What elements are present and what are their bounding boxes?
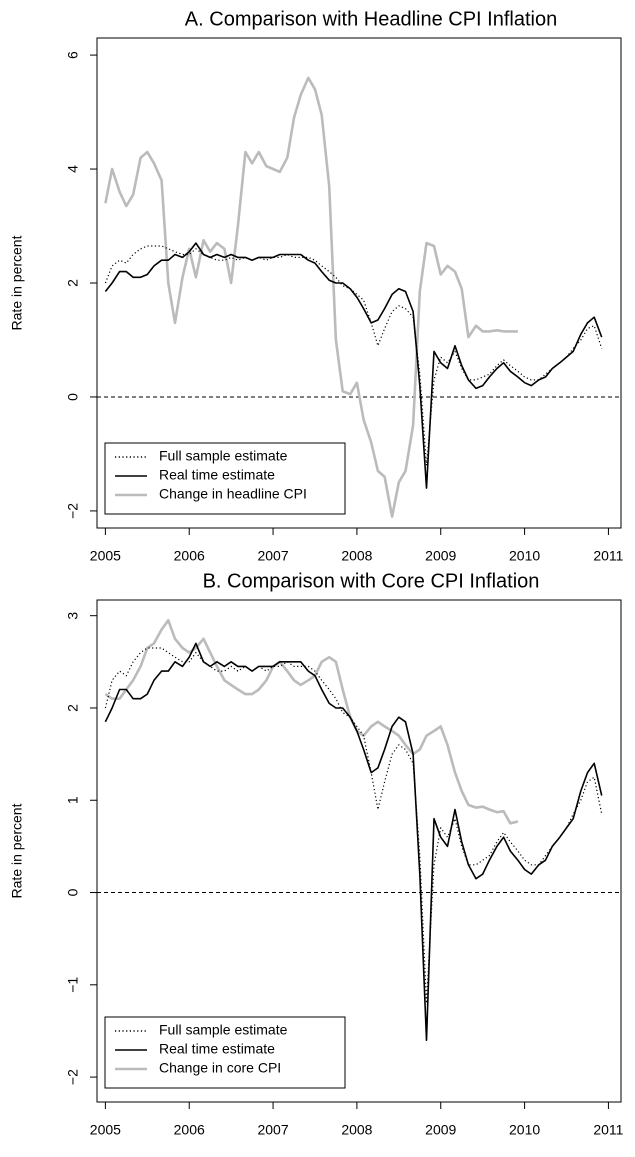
legend-box	[104, 1016, 346, 1089]
x-tick-label: 2008	[341, 548, 372, 564]
x-tick-label: 2010	[509, 548, 540, 564]
x-tick-label: 2010	[509, 1122, 540, 1138]
y-axis-label: Rate in percent	[9, 235, 25, 330]
y-tick-label: 2	[65, 279, 81, 287]
x-tick-label: 2011	[593, 1122, 623, 1138]
chart-title: B. Comparison with Core CPI Inflation	[203, 570, 540, 592]
series-line	[104, 242, 603, 489]
y-tick-label: 4	[65, 165, 81, 173]
x-tick-label: 2009	[425, 1122, 456, 1138]
series-line	[104, 647, 603, 1004]
x-tick-label: 2006	[174, 1122, 205, 1138]
y-tick-label: 2	[65, 704, 81, 712]
x-tick-label: 2011	[593, 548, 623, 564]
x-tick-label: 2007	[257, 548, 288, 564]
legend-label: Full sample estimate	[159, 448, 288, 464]
legend-label: Real time estimate	[159, 467, 275, 483]
y-tick-label: 0	[65, 393, 81, 401]
series-line	[104, 642, 603, 1041]
y-axis-label: Rate in percent	[9, 803, 25, 898]
legend-box	[104, 442, 346, 515]
series-line	[104, 619, 519, 825]
chart-title: A. Comparison with Headline CPI Inflatio…	[185, 8, 557, 30]
y-tick-label: 0	[65, 888, 81, 896]
x-tick-label: 2007	[257, 1122, 288, 1138]
y-tick-label: −1	[65, 977, 81, 993]
series-line	[104, 76, 518, 518]
x-tick-label: 2005	[90, 548, 121, 564]
legend-label: Real time estimate	[159, 1041, 275, 1057]
legend-label: Full sample estimate	[159, 1022, 288, 1038]
legend-label: Change in core CPI	[159, 1060, 281, 1076]
y-tick-label: −2	[65, 1069, 81, 1085]
series-line	[104, 245, 603, 466]
x-tick-label: 2009	[425, 548, 456, 564]
x-tick-label: 2008	[341, 1122, 372, 1138]
legend-label: Change in headline CPI	[159, 486, 307, 502]
x-tick-label: 2006	[174, 548, 205, 564]
y-tick-label: 6	[65, 51, 81, 59]
plot-frame	[96, 599, 622, 1103]
y-tick-label: 3	[65, 612, 81, 620]
x-tick-label: 2005	[90, 1122, 121, 1138]
y-tick-label: −2	[65, 503, 81, 519]
y-tick-label: 1	[65, 796, 81, 804]
